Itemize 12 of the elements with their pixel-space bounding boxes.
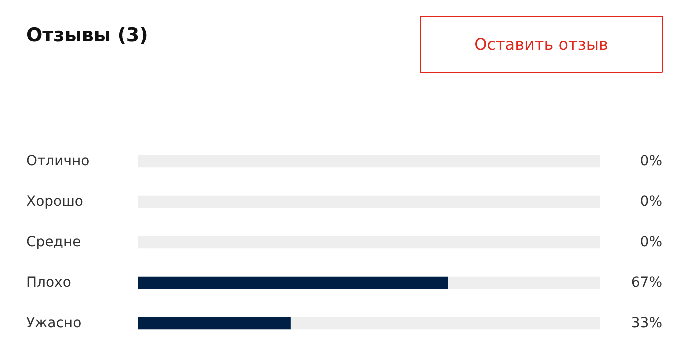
data-label: 67% bbox=[631, 275, 663, 291]
chart-title: Отзывы (3) bbox=[26, 24, 148, 46]
y-tick-label: Средне bbox=[26, 234, 82, 250]
y-tick-label: Хорошо bbox=[26, 194, 84, 210]
text: Оставить отзыв bbox=[474, 35, 608, 54]
data-label: 33% bbox=[631, 316, 663, 332]
data-label: 0% bbox=[640, 234, 663, 250]
y-tick-label: Отлично bbox=[26, 154, 90, 170]
data-label: 0% bbox=[640, 154, 663, 170]
y-tick-label: Плохо bbox=[26, 275, 72, 291]
y-tick-label: Ужасно bbox=[26, 316, 82, 332]
data-label: 0% bbox=[640, 194, 663, 210]
